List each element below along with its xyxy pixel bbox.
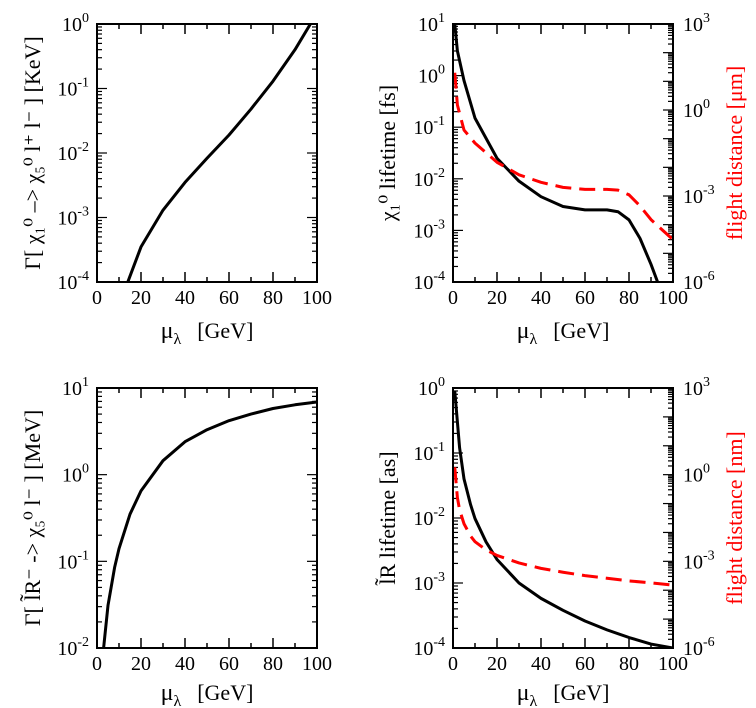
br-y-tick-label: 10-2 (413, 505, 445, 530)
tr-x-tick-label: 60 (575, 287, 595, 309)
tr-y-tick-label: 10-1 (413, 114, 445, 139)
tl-marks: 0 20 40 60 80 100 10-4 10-3 10-2 10-1 100 (57, 11, 332, 309)
tr-marks: 0 20 40 60 80 10010-410-310-210-110010110-610… (413, 11, 714, 309)
tl-x-tick-label: 20 (131, 287, 151, 309)
tr-x-title: μλ [GeV] (517, 318, 610, 348)
panel-bottom-left: 0 20 40 60 80 100 10-2 10-1 100 101 μλ [GeV] Γ[ l̃… (20, 375, 332, 708)
br-series-flight-distance-line (453, 467, 673, 587)
br-y-tick-label: 10-1 (413, 440, 445, 465)
bl-frame (96, 387, 318, 649)
tr-series-main-line (453, 24, 660, 282)
br-y2-title: flight distance [nm] (722, 431, 747, 605)
br-y2-tick-label: 10-3 (683, 548, 715, 573)
tr-x-tick-label: 0 (448, 287, 458, 309)
br-series-main-line (453, 390, 673, 648)
br-y2-tick-label: 100 (683, 462, 710, 487)
tl-x-tick-label: 60 (219, 287, 239, 309)
tl-y-tick-label: 10-1 (57, 76, 89, 101)
tl-y-tick-label: 10-2 (57, 140, 89, 165)
bl-x-tick-label: 60 (219, 653, 239, 675)
tr-frame (452, 23, 674, 283)
bl-y-tick-label: 10-1 (57, 548, 89, 573)
tr-y-tick-label: 101 (418, 11, 445, 36)
tl-x-tick-label: 80 (263, 287, 283, 309)
br-x-title: μλ [GeV] (517, 680, 610, 708)
tl-y-tick-label: 10-3 (57, 205, 89, 230)
bl-x-title: μλ [GeV] (161, 680, 254, 708)
panel-bottom-right: 0 20 40 60 80 10010-410-310-210-110010-610-31… (375, 375, 747, 708)
tl-y-tick-label: 100 (62, 11, 89, 36)
bl-x-tick-label: 0 (92, 653, 102, 675)
bl-x-tick-label: 100 (302, 653, 332, 675)
tl-x-title: μλ [GeV] (161, 318, 254, 348)
br-y2-tick-label: 10-6 (683, 635, 715, 660)
br-y-tick-label: 100 (418, 375, 445, 400)
br-x-tick-label: 0 (448, 653, 458, 675)
tr-series-flight-distance-line (453, 72, 673, 241)
br-x-tick-label: 80 (619, 653, 639, 675)
br-x-tick-label: 60 (575, 653, 595, 675)
tl-x-tick-label: 0 (92, 287, 102, 309)
bl-series-main-line (102, 400, 317, 648)
br-y2-tick-label: 103 (683, 375, 710, 400)
bl-y-tick-label: 10-2 (57, 635, 89, 660)
tr-x-tick-label: 40 (531, 287, 551, 309)
bl-y-title: Γ[ l̃R⁻ -> χ₅⁰ l⁻ ] [MeV] (20, 410, 45, 626)
bl-x-tick-label: 80 (263, 653, 283, 675)
panel-top-right: 0 20 40 60 80 10010-410-310-210-110010110-610… (375, 11, 747, 348)
br-marks: 0 20 40 60 80 10010-410-310-210-110010-610-31… (413, 375, 714, 675)
bl-x-tick-label: 40 (175, 653, 195, 675)
tr-y-title: χ₁⁰ lifetime [fs] (375, 85, 400, 222)
tl-y-tick-label: 10-4 (57, 269, 89, 294)
br-x-tick-label: 40 (531, 653, 551, 675)
tr-y-tick-label: 10-4 (413, 269, 445, 294)
br-x-tick-label: 20 (487, 653, 507, 675)
tr-y2-tick-label: 103 (683, 11, 710, 36)
tl-frame (96, 23, 318, 283)
tr-y2-tick-label: 10-6 (683, 269, 715, 294)
tr-y-tick-label: 10-3 (413, 217, 445, 242)
tl-x-tick-label: 40 (175, 287, 195, 309)
br-y-title: l̃R lifetime [as] (375, 451, 400, 585)
tr-y2-tick-label: 10-3 (683, 183, 715, 208)
br-x-tick-label: 100 (658, 653, 688, 675)
br-y-tick-label: 10-3 (413, 570, 445, 595)
tr-y2-title: flight distance [μm] (722, 66, 747, 240)
tl-series-main-line (126, 24, 312, 282)
bl-y-tick-label: 100 (62, 462, 89, 487)
br-y-tick-label: 10-4 (413, 635, 445, 660)
tl-x-tick-label: 100 (302, 287, 332, 309)
bl-marks: 0 20 40 60 80 100 10-2 10-1 100 101 (57, 375, 332, 675)
tr-y2-tick-label: 100 (683, 97, 710, 122)
tr-x-tick-label: 100 (658, 287, 688, 309)
tr-y-tick-label: 10-2 (413, 166, 445, 191)
tr-x-tick-label: 80 (619, 287, 639, 309)
tr-x-tick-label: 20 (487, 287, 507, 309)
tl-y-title: Γ[ χ₁⁰ –> χ₅⁰ l⁺ l⁻ ] [KeV] (20, 36, 45, 269)
tr-y-tick-label: 100 (418, 63, 445, 88)
bl-x-tick-label: 20 (131, 653, 151, 675)
br-frame (452, 387, 674, 649)
bl-y-tick-label: 101 (62, 375, 89, 400)
